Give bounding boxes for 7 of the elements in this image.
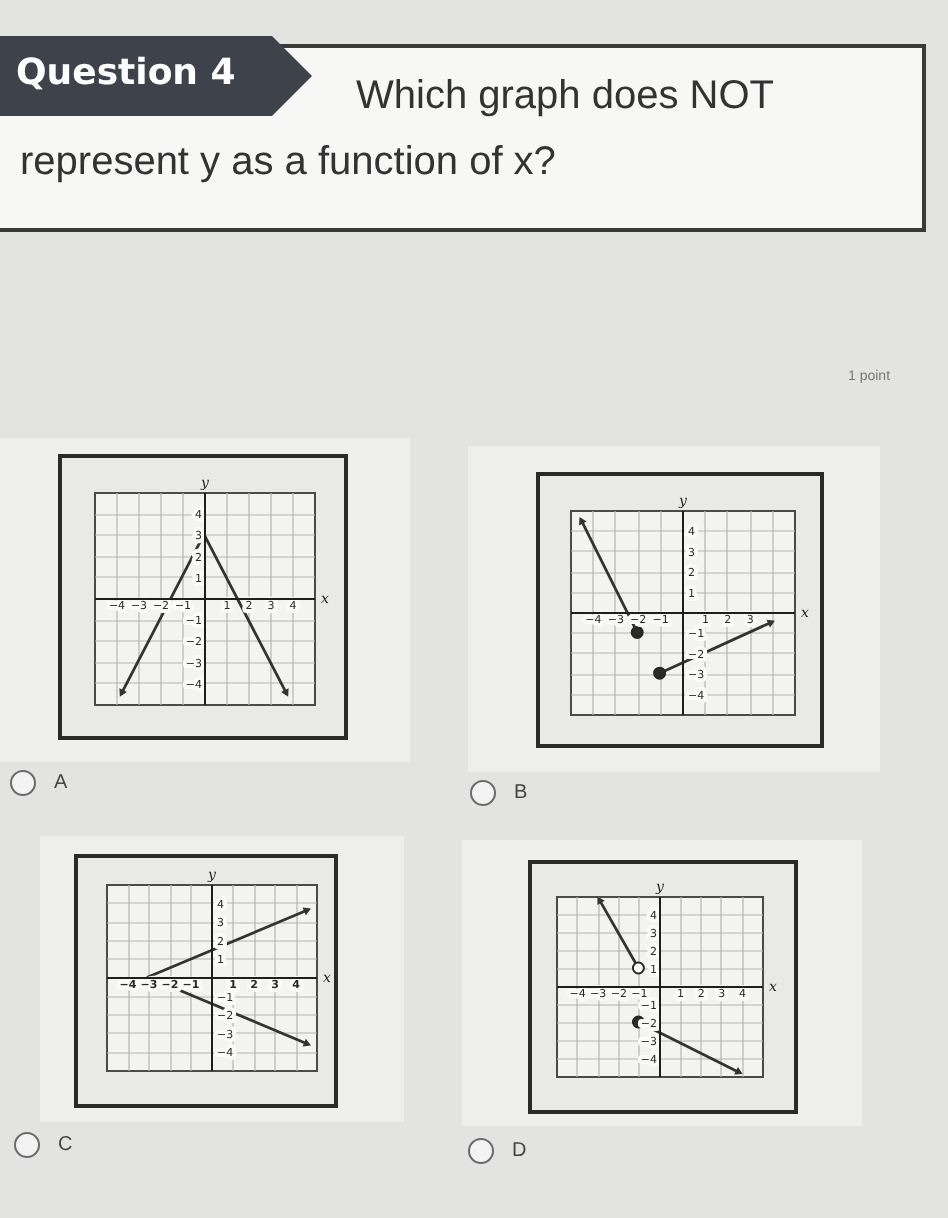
point — [653, 666, 667, 680]
text: A — [54, 772, 68, 796]
text: C — [58, 1134, 73, 1158]
point — [631, 961, 645, 975]
point — [630, 625, 644, 639]
text: D — [512, 1140, 527, 1164]
text: B — [514, 782, 528, 806]
